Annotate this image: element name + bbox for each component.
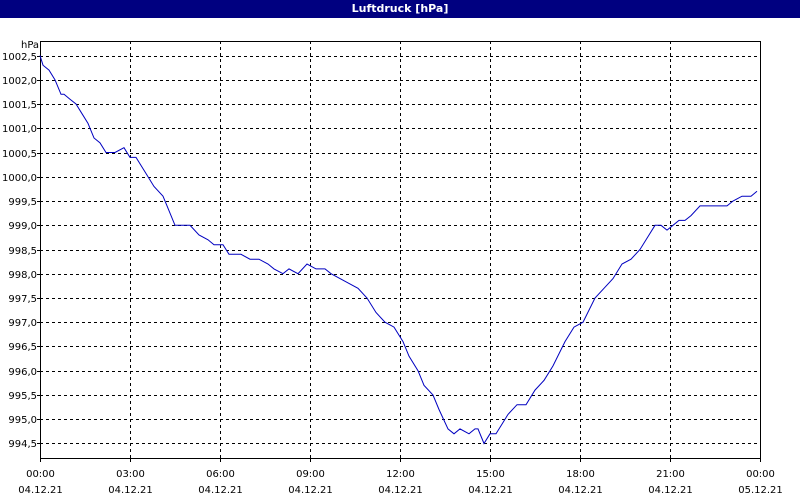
- y-tick-label: 994,5: [8, 439, 37, 450]
- x-tick-date-label: 04.12.21: [468, 485, 513, 496]
- x-tick-time-label: 09:00: [296, 469, 325, 480]
- pressure-series-line: [39, 55, 758, 445]
- y-tick-label: 999,5: [8, 197, 37, 208]
- x-tick-time-label: 06:00: [206, 469, 235, 480]
- y-tick-label: 996,0: [8, 367, 37, 378]
- axis-ticks: [37, 56, 761, 462]
- y-tick-labels: 994,5 995,0 995,5 996,0 996,5 997,0 997,5 998,0…: [2, 52, 37, 450]
- y-tick-label: 997,5: [8, 294, 37, 305]
- y-tick-label: 1001,5: [2, 100, 37, 111]
- x-tick-time-label: 00:00: [26, 469, 55, 480]
- x-tick-time-label: 03:00: [116, 469, 145, 480]
- x-tick-time-label: 12:00: [386, 469, 415, 480]
- x-tick-time-label: 00:00: [746, 469, 775, 480]
- x-tick-date-label: 04.12.21: [108, 485, 153, 496]
- x-tick-time-label: 21:00: [656, 469, 685, 480]
- x-tick-date-label: 04.12.21: [198, 485, 243, 496]
- x-tick-date-label: 04.12.21: [378, 485, 423, 496]
- x-tick-date-label: 04.12.21: [288, 485, 333, 496]
- y-tick-label: 996,5: [8, 342, 37, 353]
- y-tick-label: 998,0: [8, 270, 37, 281]
- y-tick-label: 998,5: [8, 246, 37, 257]
- x-tick-labels: 00:00 04.12.21 03:00 04.12.21 06:00 04.12.21 0…: [18, 469, 783, 496]
- window-title: Luftdruck [hPa]: [0, 0, 800, 18]
- y-tick-label: 1002,5: [2, 52, 37, 63]
- y-tick-label: 1000,0: [2, 173, 37, 184]
- y-tick-label: 995,5: [8, 391, 37, 402]
- y-axis-unit-label: hPa: [21, 40, 39, 51]
- x-tick-date-label: 04.12.21: [558, 485, 603, 496]
- y-tick-label: 997,0: [8, 318, 37, 329]
- y-tick-label: 995,0: [8, 415, 37, 426]
- y-tick-label: 1002,0: [2, 76, 37, 87]
- plot-frame: [40, 41, 761, 459]
- x-tick-time-label: 18:00: [566, 469, 595, 480]
- y-tick-label: 1000,5: [2, 149, 37, 160]
- y-tick-label: 999,0: [8, 221, 37, 232]
- x-tick-date-label: 04.12.21: [648, 485, 693, 496]
- x-tick-date-label: 05.12.21: [738, 485, 783, 496]
- x-tick-time-label: 15:00: [476, 469, 505, 480]
- x-tick-date-label: 04.12.21: [18, 485, 63, 496]
- grid-lines: [40, 41, 760, 458]
- y-tick-label: 1001,0: [2, 124, 37, 135]
